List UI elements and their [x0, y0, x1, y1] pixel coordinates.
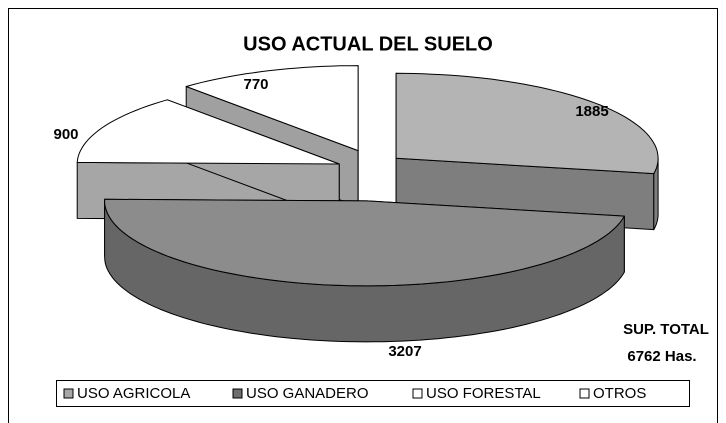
slice — [185, 65, 359, 152]
data-label: 770 — [243, 76, 268, 93]
legend-swatch — [579, 388, 590, 399]
legend-swatch — [412, 388, 423, 399]
legend-label: USO FORESTAL — [426, 385, 541, 402]
slice — [76, 99, 340, 165]
legend-swatch — [232, 388, 243, 399]
slice — [104, 198, 625, 287]
data-label: 3207 — [388, 343, 421, 360]
slice — [395, 72, 659, 175]
legend-label: USO AGRICOLA — [77, 385, 190, 402]
annotation: 6762 Has. — [627, 348, 696, 365]
data-label: 900 — [53, 126, 78, 143]
legend-swatch — [63, 388, 74, 399]
chart-title: USO ACTUAL DEL SUELO — [243, 33, 493, 55]
legend-label: USO GANADERO — [246, 385, 369, 402]
annotation: SUP. TOTAL — [623, 321, 709, 338]
legend-label: OTROS — [593, 385, 646, 402]
data-label: 1885 — [575, 103, 608, 120]
